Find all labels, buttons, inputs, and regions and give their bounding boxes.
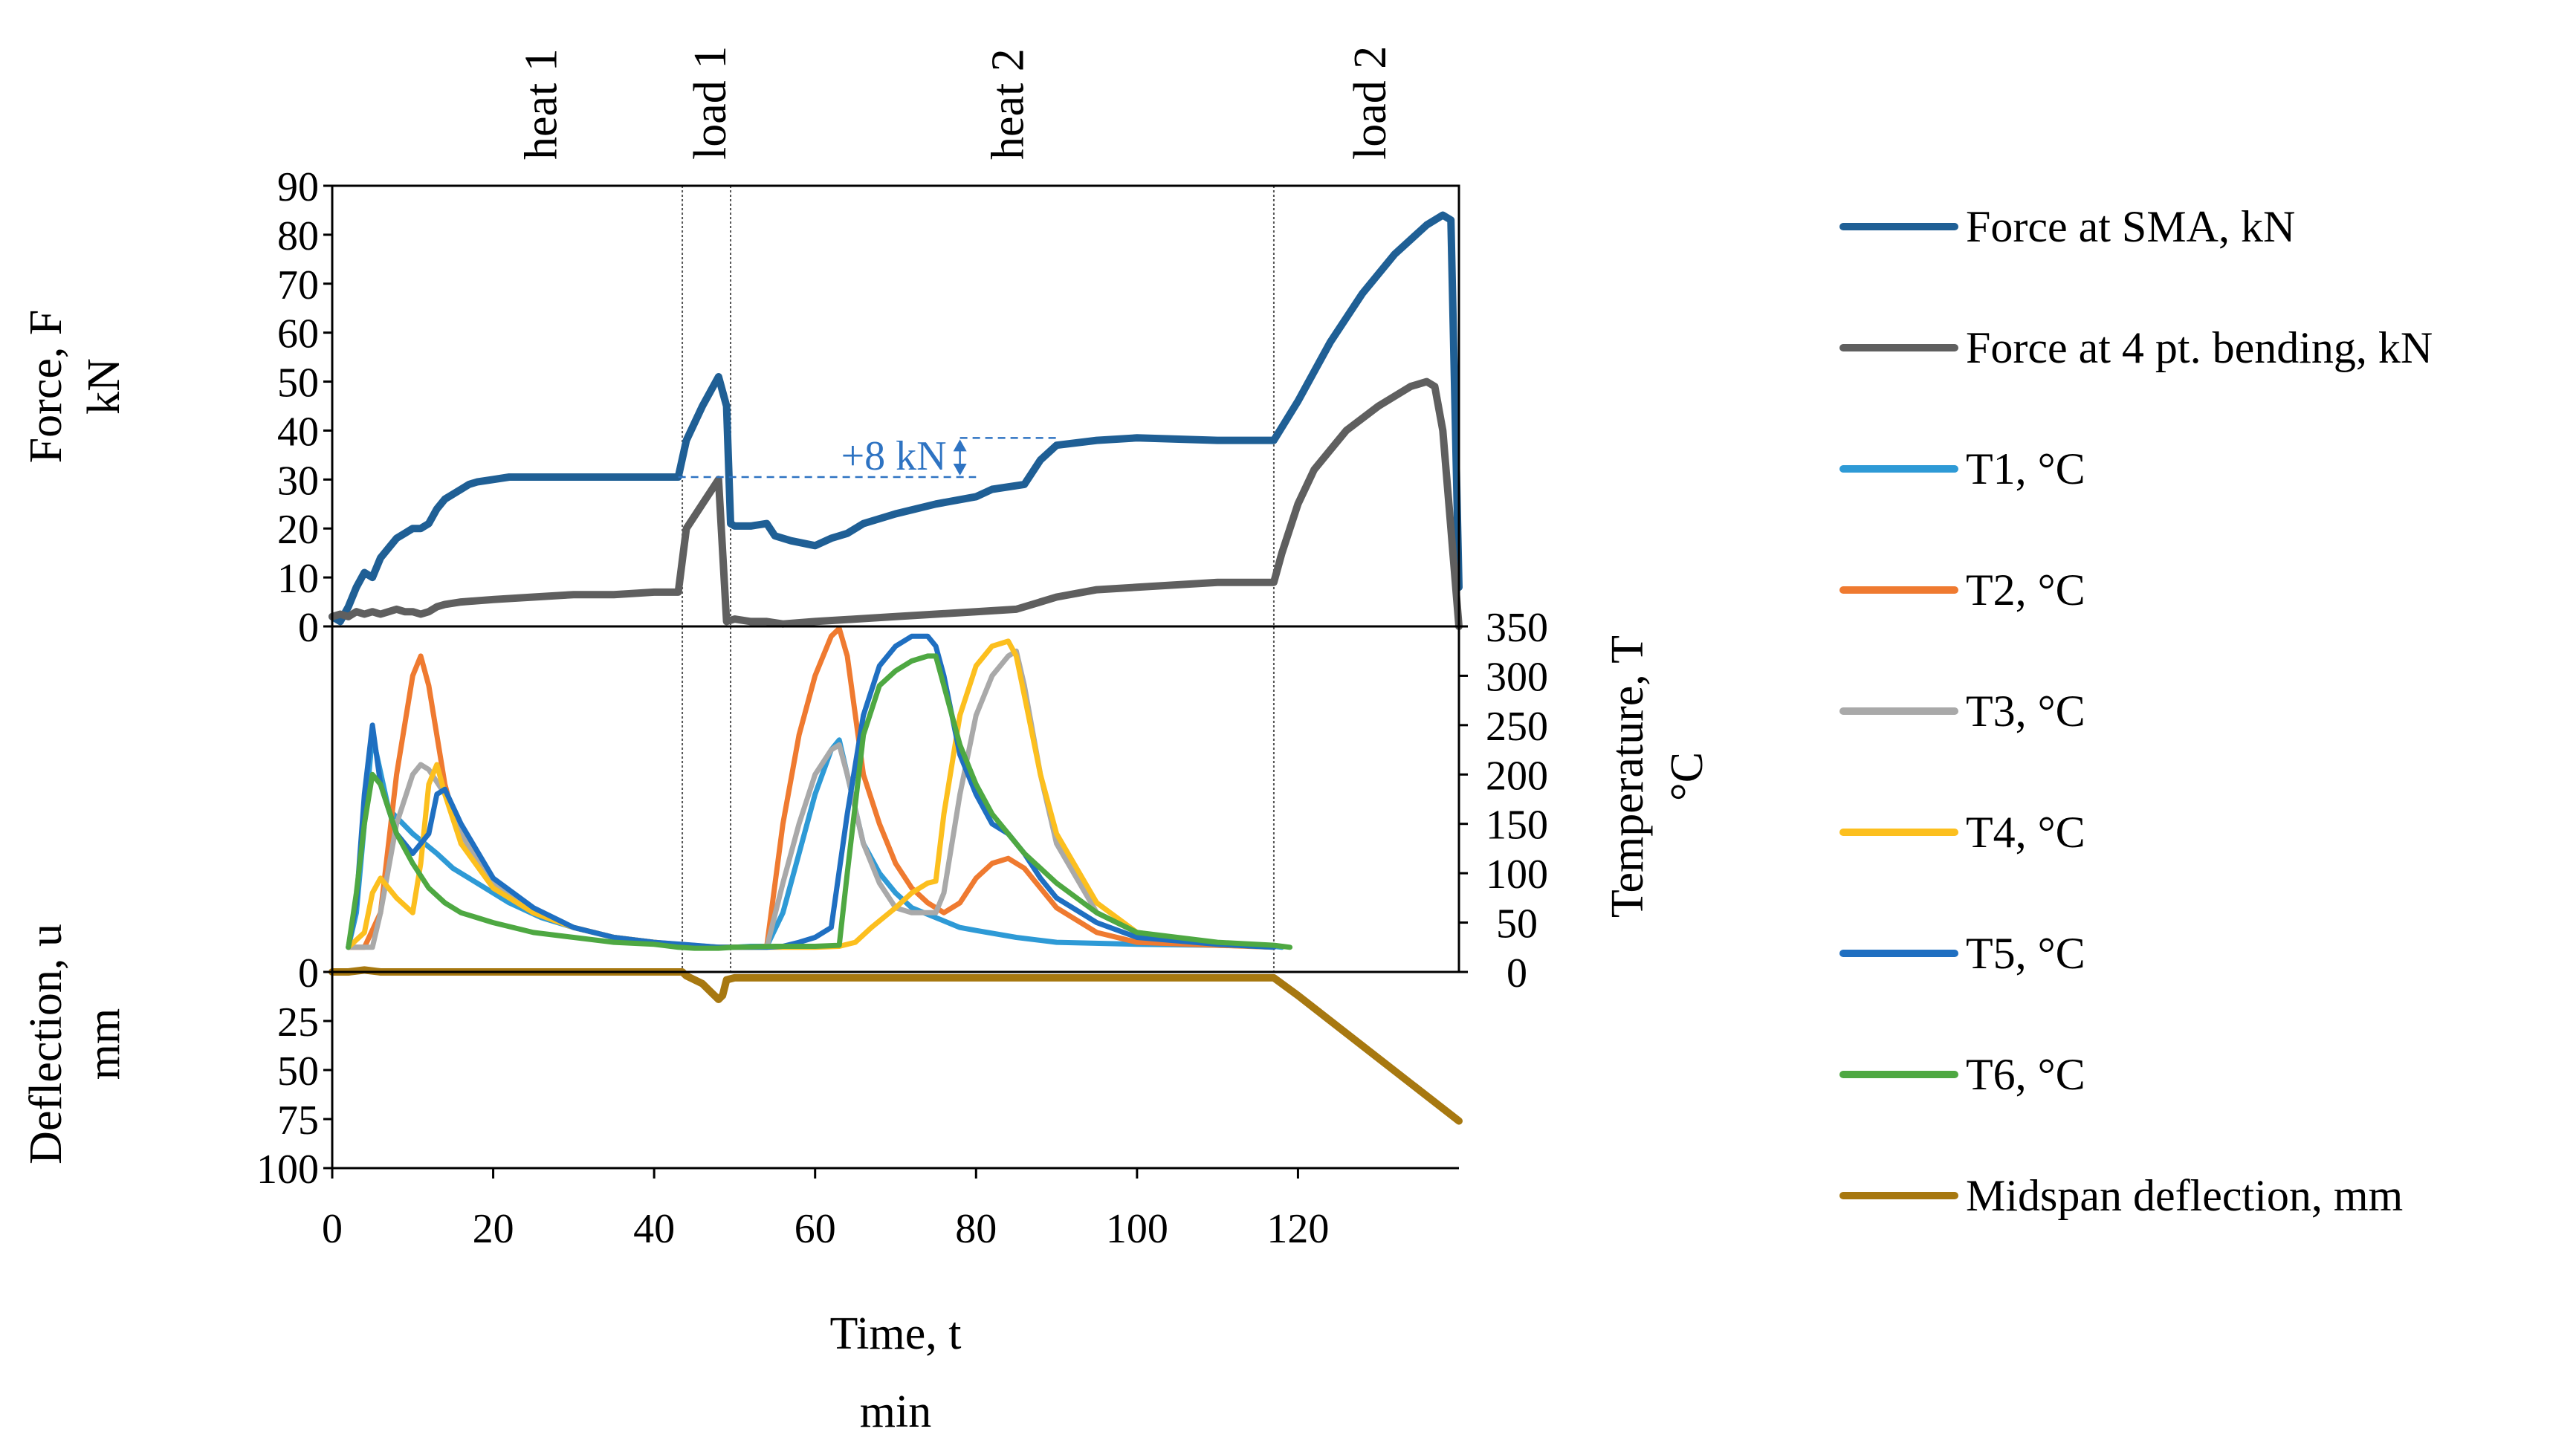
- deflection-tick-label: 25: [277, 999, 319, 1046]
- deflection-tick-label: 100: [256, 1147, 319, 1193]
- series-line-8: [329, 966, 1463, 1125]
- legend: Force at SMA, kN Force at 4 pt. bending, …: [1839, 202, 2433, 1220]
- force-tick-label: 40: [277, 409, 319, 455]
- phase-label-1: load 1: [685, 46, 736, 160]
- deflection-axis-label: Deflection, u: [21, 924, 71, 1164]
- force-tick-label: 60: [277, 311, 319, 357]
- temperature-tick-label: 0: [1507, 950, 1527, 996]
- annotation-arrow-up: [953, 439, 967, 452]
- legend-label-3: T2, °C: [1966, 565, 2085, 615]
- x-tick-label: 100: [1106, 1206, 1168, 1252]
- force-tick-label: 70: [277, 262, 319, 308]
- series-line-1: [329, 377, 1463, 630]
- temperature-tick-label: 300: [1486, 654, 1548, 700]
- tick-labels: 0102030405060708090050100150200250300350…: [256, 164, 1548, 1252]
- force-tick-label: 10: [277, 556, 319, 602]
- series-line-3: [346, 626, 1277, 950]
- legend-label-7: T6, °C: [1966, 1050, 2085, 1099]
- deflection-tick-label: 75: [277, 1098, 319, 1144]
- legend-label-1: Force at 4 pt. bending, kN: [1966, 323, 2433, 372]
- series-line-0: [329, 211, 1463, 626]
- force-axis-label: Force, F: [21, 310, 71, 464]
- series-line-2: [346, 732, 1285, 950]
- legend-label-5: T4, °C: [1966, 808, 2085, 857]
- phase-label-3: load 2: [1345, 46, 1396, 160]
- x-tick-label: 40: [633, 1206, 675, 1252]
- series-lines: [329, 211, 1463, 1125]
- x-tick-label: 80: [955, 1206, 997, 1252]
- temperature-tick-label: 350: [1486, 605, 1548, 651]
- force-tick-label: 50: [277, 360, 319, 406]
- temperature-tick-label: 50: [1496, 901, 1538, 947]
- temperature-axis-unit: °C: [1662, 752, 1712, 801]
- force-tick-label: 90: [277, 164, 319, 210]
- deflection-axis-unit: mm: [79, 1008, 129, 1080]
- phase-label-0: heat 1: [517, 48, 567, 160]
- phase-boundary-lines: [682, 186, 1275, 972]
- legend-label-8: Midspan deflection, mm: [1966, 1171, 2403, 1220]
- legend-label-2: T1, °C: [1966, 444, 2085, 493]
- legend-label-0: Force at SMA, kN: [1966, 202, 2295, 251]
- force-tick-label: 0: [298, 605, 319, 651]
- deflection-tick-label: 50: [277, 1048, 319, 1095]
- phase-label-2: heat 2: [983, 48, 1034, 160]
- temperature-axis-label: Temperature, T: [1602, 635, 1653, 918]
- temperature-tick-label: 200: [1486, 753, 1548, 799]
- x-tick-label: 0: [322, 1206, 343, 1252]
- legend-label-4: T3, °C: [1966, 687, 2085, 736]
- force-tick-label: 20: [277, 507, 319, 553]
- x-tick-label: 120: [1266, 1206, 1329, 1252]
- annotation-label: +8 kN: [841, 433, 947, 479]
- phase-labels: heat 1 load 1 heat 2 load 2: [517, 46, 1396, 160]
- force-tick-label: 80: [277, 213, 319, 259]
- force-tick-label: 30: [277, 458, 319, 504]
- axes: [331, 184, 1460, 1170]
- deflection-tick-label: 0: [298, 950, 319, 996]
- legend-label-6: T5, °C: [1966, 929, 2085, 978]
- annotation-arrow-down: [953, 464, 967, 476]
- x-tick-label: 60: [795, 1206, 836, 1252]
- force-plot-frame: [331, 184, 1460, 628]
- temperature-tick-label: 250: [1486, 704, 1548, 750]
- x-tick-label: 20: [473, 1206, 514, 1252]
- annotation: +8 kN: [678, 433, 1057, 479]
- series-line-7: [346, 653, 1293, 951]
- x-axis-label: Time, t: [830, 1309, 962, 1359]
- temperature-tick-label: 150: [1486, 803, 1548, 849]
- temperature-tick-label: 100: [1486, 852, 1548, 898]
- x-axis-unit: min: [860, 1387, 931, 1437]
- force-axis-unit: kN: [79, 358, 129, 415]
